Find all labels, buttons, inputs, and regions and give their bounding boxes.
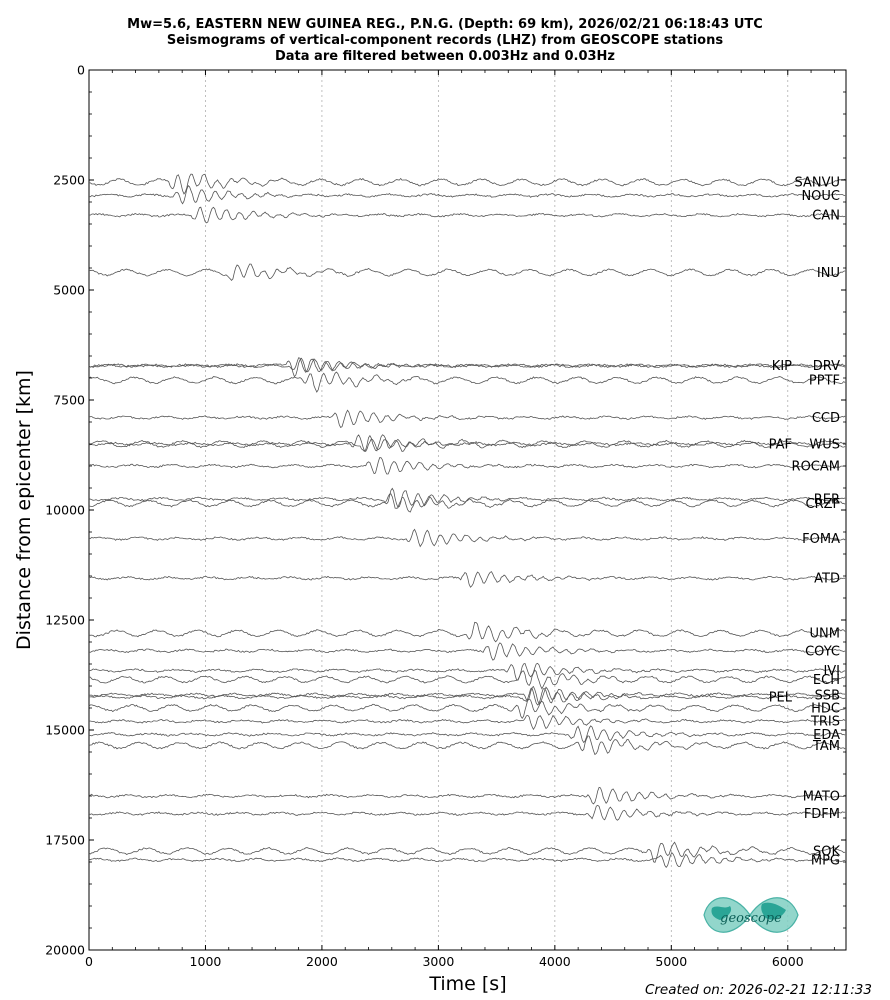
- trace-ech: [89, 669, 846, 690]
- x-tick-label: 1000: [190, 954, 222, 969]
- y-axis-label: Distance from epicenter [km]: [13, 370, 35, 650]
- x-tick-label: 3000: [422, 954, 454, 969]
- station-label-sok: SOK: [813, 845, 840, 860]
- trace-inu: [88, 263, 846, 282]
- y-tick-label: 2500: [53, 173, 85, 188]
- y-tick-label: 10000: [45, 503, 85, 518]
- x-tick-label: 2000: [306, 954, 338, 969]
- station-label-mpg: MPG: [811, 853, 840, 868]
- station-label-crzf: CRZF: [806, 497, 841, 512]
- station-label-kip: KIP: [772, 359, 792, 374]
- trace-ssb: [89, 685, 846, 705]
- trace-rocam: [89, 457, 846, 475]
- trace-mpg: [88, 851, 846, 868]
- trace-coyc: [88, 642, 846, 661]
- station-label-tris: TRIS: [810, 715, 840, 730]
- y-tick-label: 20000: [45, 943, 85, 958]
- station-label-drv: DRV: [813, 359, 840, 374]
- station-label-coyc: COYC: [805, 644, 840, 659]
- axis-ticks: 0 1000 2000 3000 4000 5000 6000 0 2500 5000 7500 10…: [45, 63, 846, 969]
- trace-sok: [88, 841, 846, 863]
- station-label-atd: ATD: [814, 572, 840, 587]
- trace-pel: [89, 687, 846, 706]
- trace-wus: [88, 434, 846, 452]
- station-label-tam: TAM: [812, 739, 840, 754]
- station-label-can: CAN: [812, 209, 840, 224]
- trace-ivi: [88, 662, 846, 681]
- station-label-rer: RER: [814, 493, 840, 508]
- y-tick-label: 7500: [53, 393, 85, 408]
- trace-tris: [88, 714, 846, 731]
- station-label-inu: INU: [817, 266, 840, 281]
- y-tick-label: 12500: [45, 613, 85, 628]
- trace-eda: [88, 725, 846, 744]
- station-label-pptf: PPTF: [809, 374, 840, 389]
- station-label-sanvu: SANVU: [794, 176, 840, 191]
- station-label-mato: MATO: [803, 790, 840, 805]
- station-label-foma: FOMA: [802, 532, 840, 547]
- x-tick-label: 5000: [655, 954, 687, 969]
- station-label-unm: UNM: [810, 627, 840, 642]
- station-label-hdc: HDC: [811, 702, 840, 717]
- trace-drv: [88, 357, 846, 378]
- trace-crzf: [88, 493, 846, 513]
- trace-tam: [88, 735, 846, 756]
- station-label-eda: EDA: [813, 728, 840, 743]
- trace-mato: [88, 786, 846, 805]
- trace-kip: [88, 357, 846, 373]
- y-tick-label: 17500: [45, 833, 85, 848]
- y-tick-label: 15000: [45, 723, 85, 738]
- trace-atd: [88, 571, 846, 588]
- trace-foma: [88, 528, 846, 548]
- globe-logo-icon: [703, 897, 799, 933]
- station-label-wus: WUS: [809, 438, 840, 453]
- logo-text: geoscope: [720, 911, 782, 926]
- trace-rer: [88, 487, 846, 508]
- trace-ccd: [88, 409, 846, 428]
- plot-frame: [88, 69, 847, 951]
- trace-hdc: [88, 698, 846, 720]
- grid-lines: [205, 70, 789, 950]
- y-tick-label: 0: [77, 63, 85, 78]
- trace-fdfm: [88, 804, 846, 821]
- station-label-ech: ECH: [813, 673, 840, 688]
- station-label-fdfm: FDFM: [804, 807, 840, 822]
- trace-sanvu: [88, 173, 846, 195]
- station-label-ssb: SSB: [815, 688, 840, 703]
- station-label-ccd: CCD: [812, 411, 840, 426]
- x-axis-label: Time [s]: [428, 973, 506, 995]
- station-label-nouc: NOUC: [801, 189, 840, 204]
- title-line-3: Data are filtered between 0.003Hz and 0.…: [274, 49, 616, 64]
- trace-nouc: [88, 185, 846, 205]
- chart-title: Mw=5.6, EASTERN NEW GUINEA REG., P.N.G. …: [0, 17, 890, 65]
- x-tick-label: 0: [85, 954, 93, 969]
- station-label-paf: PAF: [769, 438, 792, 453]
- trace-pptf: [88, 371, 846, 393]
- station-label-pel: PEL: [769, 691, 793, 706]
- x-tick-label: 6000: [772, 954, 804, 969]
- station-label-ivi: IVI: [823, 664, 840, 679]
- geoscope-logo: geoscope: [700, 888, 802, 942]
- trace-unm: [88, 621, 846, 643]
- station-label-rocam: ROCAM: [792, 460, 840, 475]
- trace-can: [88, 206, 846, 224]
- title-line-1: Mw=5.6, EASTERN NEW GUINEA REG., P.N.G. …: [127, 17, 763, 32]
- title-line-2: Seismograms of vertical-component record…: [166, 33, 724, 48]
- trace-group: [88, 173, 846, 868]
- trace-paf: [88, 434, 846, 453]
- y-tick-label: 5000: [53, 283, 85, 298]
- created-timestamp: Created on: 2026-02-21 12:11:33: [644, 982, 872, 998]
- x-tick-label: 4000: [539, 954, 571, 969]
